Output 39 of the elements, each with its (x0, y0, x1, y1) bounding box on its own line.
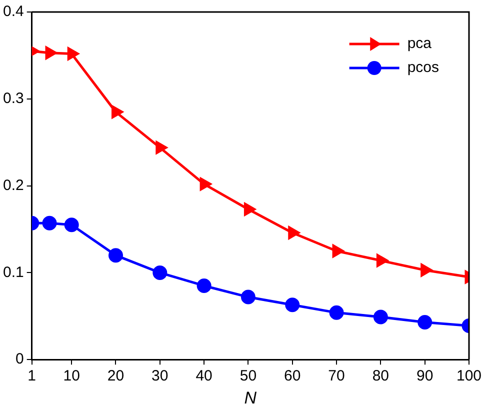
point (67, 47, 79, 60)
y-tick-label: 0.4 (2, 3, 24, 20)
point (420, 264, 432, 277)
x-tick-label: 1 (28, 368, 36, 385)
point (156, 141, 168, 154)
point (288, 226, 300, 240)
x-tick-label: 30 (152, 368, 168, 385)
x-tick-label: 40 (196, 368, 212, 385)
point (373, 310, 388, 324)
point (64, 218, 79, 232)
point (332, 244, 344, 258)
x-tick-label: 10 (63, 368, 80, 385)
y-tick-label: 0.2 (2, 176, 24, 194)
x-tick-label: 50 (240, 368, 257, 385)
x-tick-label: 70 (328, 368, 345, 385)
x-tick-label: 20 (107, 368, 124, 385)
point (376, 254, 388, 267)
x-tick-label: 90 (416, 368, 434, 385)
point (244, 202, 256, 216)
point (329, 305, 344, 320)
legend-label: pca (407, 35, 432, 52)
y-tick-label: 0 (16, 350, 24, 368)
point (240, 290, 256, 304)
x-tick-label: 100 (456, 368, 482, 385)
x-tick-label: 80 (372, 368, 390, 385)
point (108, 248, 123, 263)
point (45, 46, 57, 60)
point (42, 216, 57, 230)
y-tick-label: 0.3 (2, 90, 24, 108)
point (285, 298, 300, 312)
point (112, 105, 123, 118)
x-axis-title: N (244, 388, 258, 408)
point (152, 265, 168, 280)
point (196, 278, 212, 293)
y-tick-label: 0.1 (2, 264, 24, 281)
point (418, 314, 432, 330)
x-tick-label: 60 (284, 368, 301, 385)
point (200, 178, 212, 191)
legend-label: pcos (407, 59, 440, 76)
